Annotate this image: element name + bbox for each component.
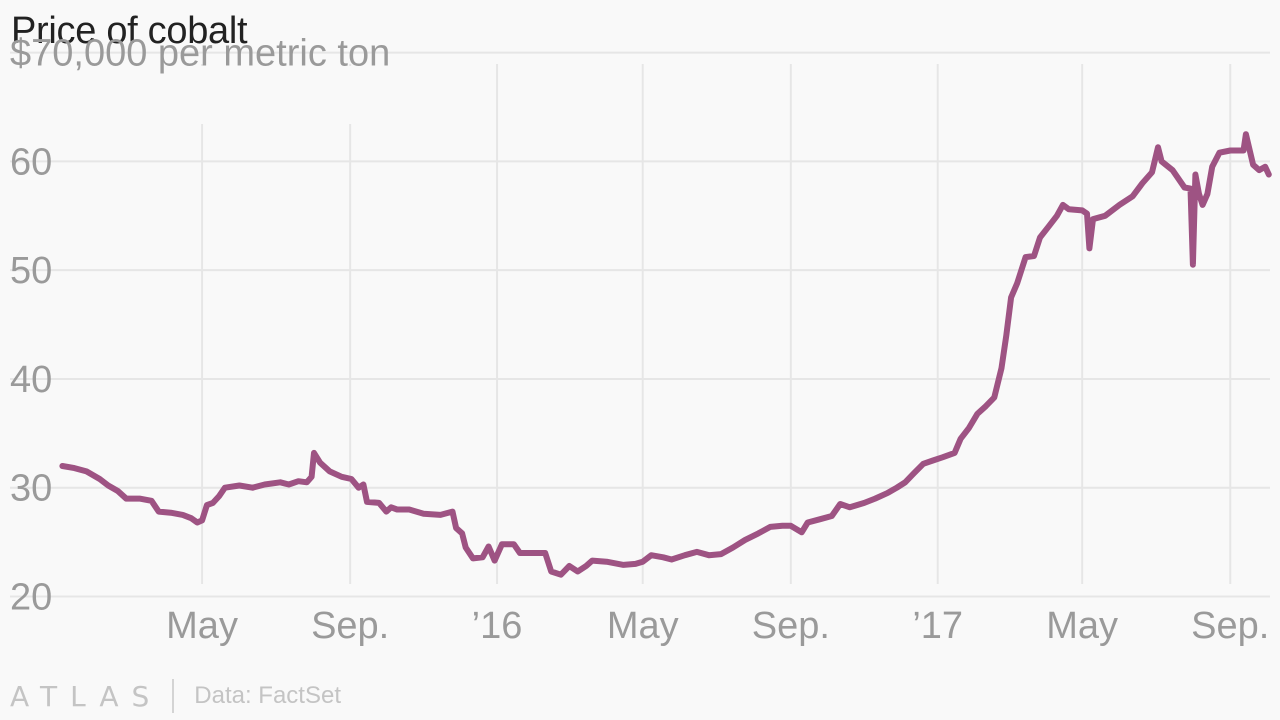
y-tick-label: 20 <box>10 576 52 618</box>
unit-label: $70,000 per metric ton <box>10 33 390 75</box>
x-tick-label: May <box>166 605 238 647</box>
unit-label-background <box>0 66 422 124</box>
x-tick-label: Sep. <box>1191 605 1269 647</box>
y-tick-label: 40 <box>10 359 52 401</box>
chart-title: Price of cobalt <box>11 10 248 52</box>
x-tick-label: ’17 <box>912 605 963 647</box>
x-tick-label: ’16 <box>472 605 523 647</box>
footer: ATLAS Data: FactSet <box>10 676 341 716</box>
horizontal-gridlines <box>10 51 1270 598</box>
y-axis-labels: 20 30 40 50 60 $70,000 per metric ton <box>10 33 390 619</box>
x-tick-label: Sep. <box>752 605 830 647</box>
y-tick-label: 30 <box>10 468 52 510</box>
data-source: Data: FactSet <box>194 682 341 709</box>
x-axis-labels: May Sep. ’16 May Sep. ’17 May Sep. <box>166 605 1269 647</box>
atlas-logo: ATLAS <box>10 679 163 713</box>
vertical-gridlines <box>201 64 1232 584</box>
y-tick-label: 60 <box>10 141 52 183</box>
x-tick-label: May <box>607 605 679 647</box>
footer-divider <box>172 679 175 713</box>
price-line <box>59 131 1272 578</box>
y-tick-label: 50 <box>10 250 52 292</box>
x-tick-label: Sep. <box>311 605 389 647</box>
x-tick-label: May <box>1046 605 1118 647</box>
